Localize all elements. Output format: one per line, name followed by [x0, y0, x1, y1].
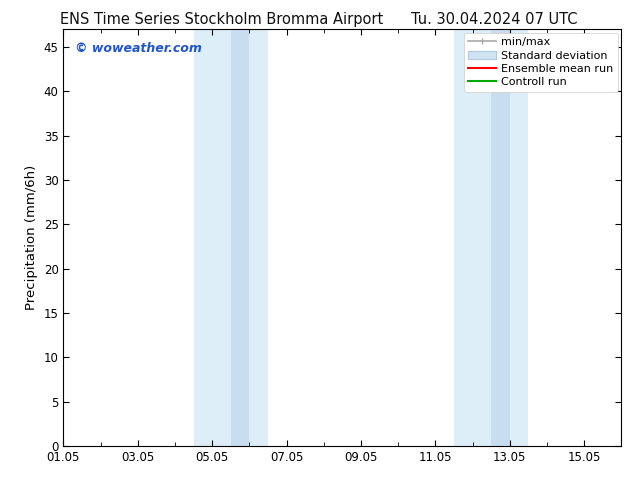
Y-axis label: Precipitation (mm/6h): Precipitation (mm/6h) — [25, 165, 38, 310]
Bar — [231, 29, 249, 446]
Legend: min/max, Standard deviation, Ensemble mean run, Controll run: min/max, Standard deviation, Ensemble me… — [463, 33, 618, 92]
Bar — [491, 29, 510, 446]
Text: Tu. 30.04.2024 07 UTC: Tu. 30.04.2024 07 UTC — [411, 12, 578, 27]
Text: ENS Time Series Stockholm Bromma Airport: ENS Time Series Stockholm Bromma Airport — [60, 12, 384, 27]
Text: © woweather.com: © woweather.com — [75, 42, 202, 55]
Bar — [193, 29, 268, 446]
Bar — [454, 29, 528, 446]
